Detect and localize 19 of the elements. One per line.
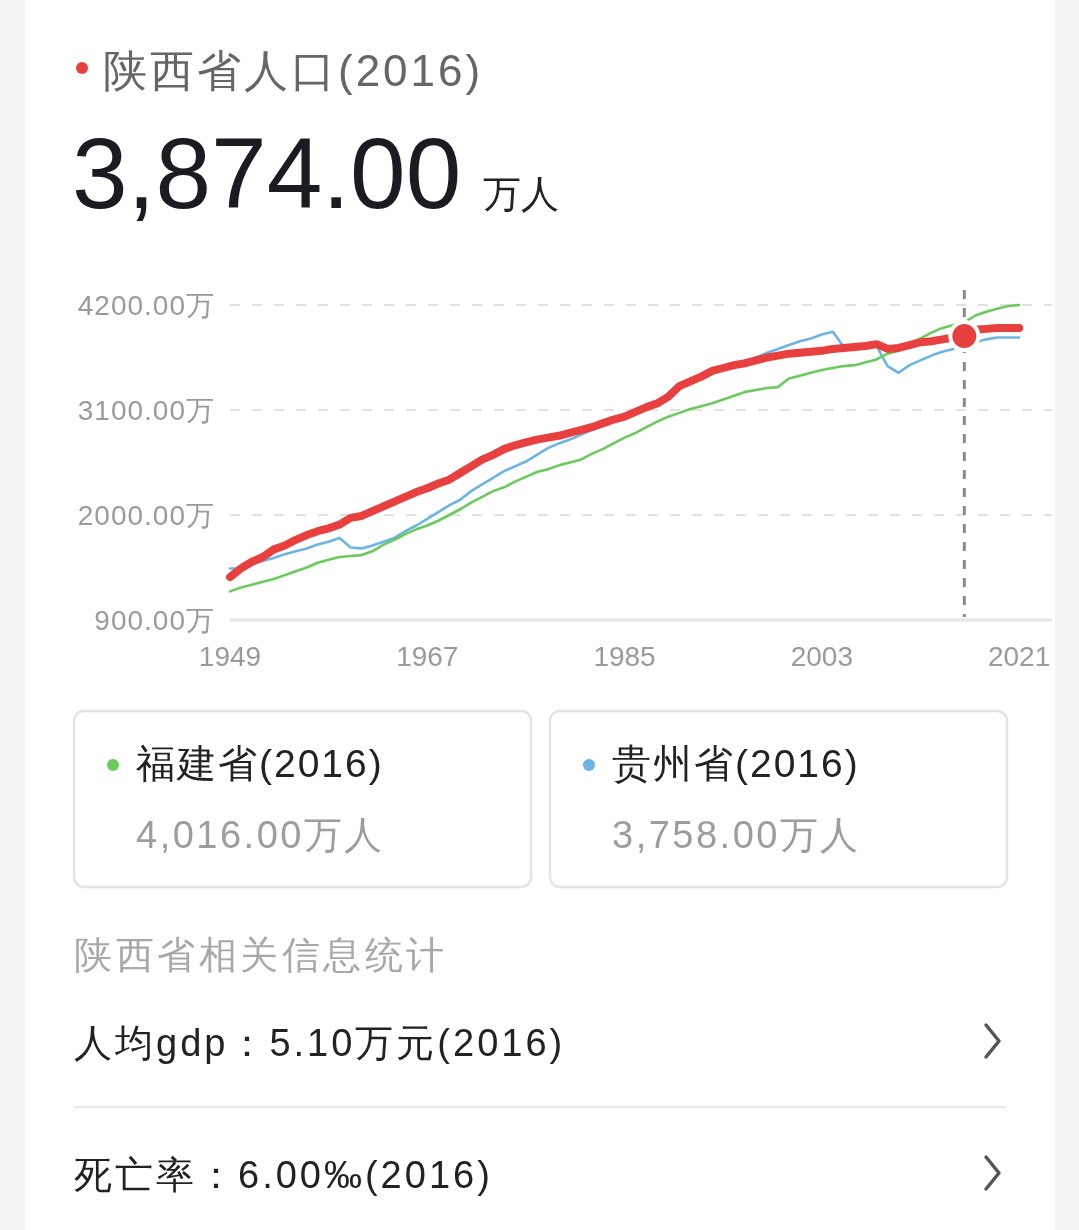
y-tick-label: 2000.00万 xyxy=(77,499,215,531)
y-tick-label: 4200.00万 xyxy=(77,289,215,321)
legend-item: 福建省(2016) 4,016.00万人 xyxy=(72,709,533,889)
text: 人均gdp：5.10万元(2016) xyxy=(74,1022,566,1064)
x-tick-label: 2003 xyxy=(790,641,853,672)
text: 死亡率：6.00‰(2016) xyxy=(74,1154,493,1196)
x-tick-label: 1985 xyxy=(593,641,656,672)
title: 陕西省人口(2016) xyxy=(76,46,484,95)
text: 万人 xyxy=(483,173,560,215)
x-tick-label: 1949 xyxy=(198,641,262,672)
text: 陕西省相关信息统计 xyxy=(74,934,448,976)
y-tick-label: 900.00万 xyxy=(94,604,215,636)
y-tick-label: 3100.00万 xyxy=(77,394,215,426)
x-tick-label: 1967 xyxy=(396,641,459,672)
legend-label: 贵州省(2016) xyxy=(612,742,860,785)
legend-label: 福建省(2016) xyxy=(136,742,384,785)
text: 3,874.00 xyxy=(72,117,462,229)
legend-item: 贵州省(2016) 3,758.00万人 xyxy=(548,709,1009,889)
x-tick-label: 2021 xyxy=(987,641,1051,672)
